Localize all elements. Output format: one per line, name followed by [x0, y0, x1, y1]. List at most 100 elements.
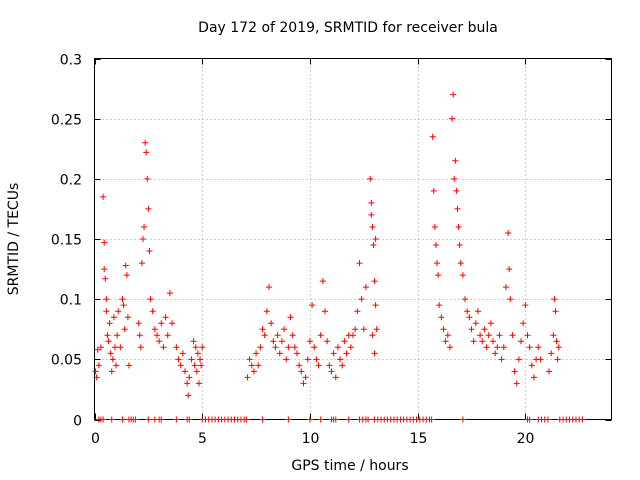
data-point [166, 290, 173, 297]
data-point [459, 272, 466, 279]
data-point [341, 338, 348, 345]
x-tick-label: 5 [198, 431, 207, 447]
data-point [315, 362, 322, 369]
data-point [192, 344, 199, 351]
data-point [466, 314, 473, 321]
data-point [243, 416, 250, 423]
data-point [526, 416, 533, 423]
data-point [179, 350, 186, 357]
data-point [370, 242, 377, 249]
data-point [184, 380, 191, 387]
data-point [244, 374, 251, 381]
data-point [579, 416, 586, 423]
data-point [502, 284, 509, 291]
data-point [518, 338, 525, 345]
data-point [464, 308, 471, 315]
data-point [306, 416, 313, 423]
data-point [122, 262, 129, 269]
data-point [311, 344, 318, 351]
data-point [459, 416, 466, 423]
data-point [114, 332, 121, 339]
data-point [306, 338, 313, 345]
chart-title: Day 172 of 2019, SRMTID for receiver bul… [198, 20, 498, 36]
data-point [100, 416, 107, 423]
data-point [153, 332, 160, 339]
data-point [93, 374, 100, 381]
data-point [193, 368, 200, 375]
data-point [350, 332, 356, 339]
data-point [145, 416, 152, 423]
data-point [452, 157, 459, 164]
data-point [373, 326, 380, 333]
data-point [485, 332, 492, 339]
data-point [199, 344, 206, 351]
data-point [505, 229, 512, 236]
data-point [546, 368, 553, 375]
data-point [345, 416, 352, 423]
data-point [371, 278, 378, 285]
data-point [334, 344, 341, 351]
y-tick-label: 0 [73, 414, 82, 430]
data-point [490, 338, 497, 345]
data-point [145, 205, 152, 212]
data-point [440, 326, 447, 333]
data-point [339, 362, 346, 369]
data-point [435, 272, 442, 279]
data-point [181, 368, 188, 375]
data-point [287, 314, 294, 321]
data-point [365, 416, 372, 423]
data-point [162, 314, 169, 321]
data-point [293, 350, 300, 357]
data-point [101, 239, 108, 246]
data-point [124, 314, 131, 321]
data-point [137, 344, 144, 351]
y-axis-label: SRMTID / TECUs [6, 183, 22, 296]
data-point [97, 344, 104, 351]
data-point [332, 374, 339, 381]
x-axis-label: GPS time / hours [291, 458, 408, 474]
data-point [481, 326, 488, 333]
data-point [515, 356, 522, 363]
data-point [120, 302, 127, 309]
data-point [434, 260, 441, 267]
data-point [136, 332, 143, 339]
data-point [198, 362, 205, 369]
data-point [103, 296, 110, 303]
data-point [105, 338, 112, 345]
data-point [250, 368, 257, 375]
data-point [551, 296, 558, 303]
tick-labels: 0 0.05 0.1 0.15 0.2 0.25 0.3 0 5 10 15 20 [51, 53, 535, 448]
data-point [190, 338, 197, 345]
data-point [101, 266, 108, 273]
y-tick-label: 0.1 [60, 293, 82, 309]
data-point [453, 187, 460, 194]
data-point [259, 416, 266, 423]
data-point [261, 332, 268, 339]
x-tick-label: 15 [410, 431, 428, 447]
data-point [109, 356, 116, 363]
data-point [330, 350, 337, 357]
data-point [332, 416, 339, 423]
data-point [468, 326, 475, 333]
data-point [115, 308, 122, 315]
data-point [265, 284, 272, 291]
data-point [535, 344, 542, 351]
data-point [444, 332, 451, 339]
data-point [110, 314, 117, 321]
data-point [319, 278, 326, 285]
data-point [457, 260, 464, 267]
data-point [132, 416, 139, 423]
data-point [462, 296, 469, 303]
data-point [438, 314, 445, 321]
data-point [186, 416, 193, 423]
data-point [139, 236, 146, 242]
data-point [300, 380, 307, 387]
data-point [428, 416, 435, 423]
data-point [530, 374, 537, 381]
data-point [141, 223, 148, 230]
data-point [263, 308, 270, 315]
data-point [173, 416, 180, 423]
data-point [360, 326, 367, 333]
data-point [117, 344, 124, 351]
data-point [524, 332, 531, 339]
